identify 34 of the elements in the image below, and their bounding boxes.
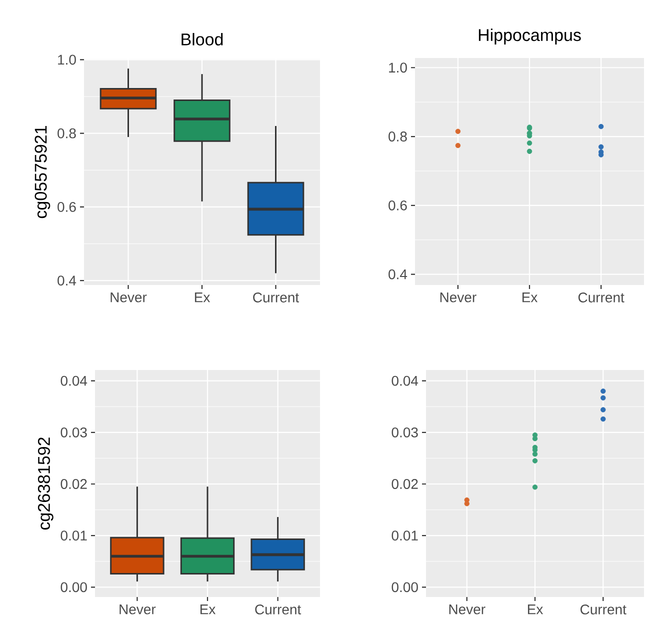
y-tick-label: 0.01 (60, 530, 87, 541)
y-axis-title: cg05575921 (34, 126, 50, 218)
y-tick-label: 0.6 (58, 202, 76, 212)
y-tick-label: 0.4 (388, 269, 408, 280)
y-tick-label: 1.0 (58, 54, 76, 65)
x-tick-label: Never (449, 604, 486, 614)
x-tick-label: Current (255, 604, 302, 614)
x-tick-label: Current (253, 292, 299, 302)
y-tick-label: 0.8 (388, 132, 407, 142)
y-tick-label: 0.04 (60, 376, 88, 386)
y-axis-title: cg26381592 (38, 438, 54, 530)
x-tick-label: Never (440, 292, 476, 302)
chart-title: Blood (182, 32, 223, 46)
y-tick-label: 0.00 (60, 582, 87, 592)
y-tick-label: 0.01 (392, 530, 418, 541)
x-tick-label: Ex (200, 604, 216, 614)
x-tick-label: Ex (522, 292, 538, 302)
y-tick-label: 0.4 (58, 276, 76, 286)
x-tick-label: Ex (194, 292, 210, 302)
x-tick-label: Current (580, 604, 626, 614)
x-tick-label: Current (578, 292, 624, 302)
y-tick-label: 0.8 (58, 128, 76, 138)
y-tick-label: 0.03 (392, 427, 418, 438)
x-tick-label: Ex (528, 604, 544, 614)
y-tick-label: 0.6 (388, 200, 407, 210)
x-tick-label: Never (120, 604, 156, 614)
y-tick-label: 0.02 (60, 479, 87, 489)
y-tick-label: 0.00 (392, 582, 418, 592)
y-tick-label: 0.03 (60, 427, 87, 438)
y-tick-label: 0.04 (392, 376, 418, 386)
y-tick-label: 1.0 (389, 62, 407, 73)
chart-title: Hippocampus (478, 28, 581, 44)
y-tick-label: 0.02 (392, 479, 418, 489)
x-tick-label: Never (110, 292, 147, 302)
